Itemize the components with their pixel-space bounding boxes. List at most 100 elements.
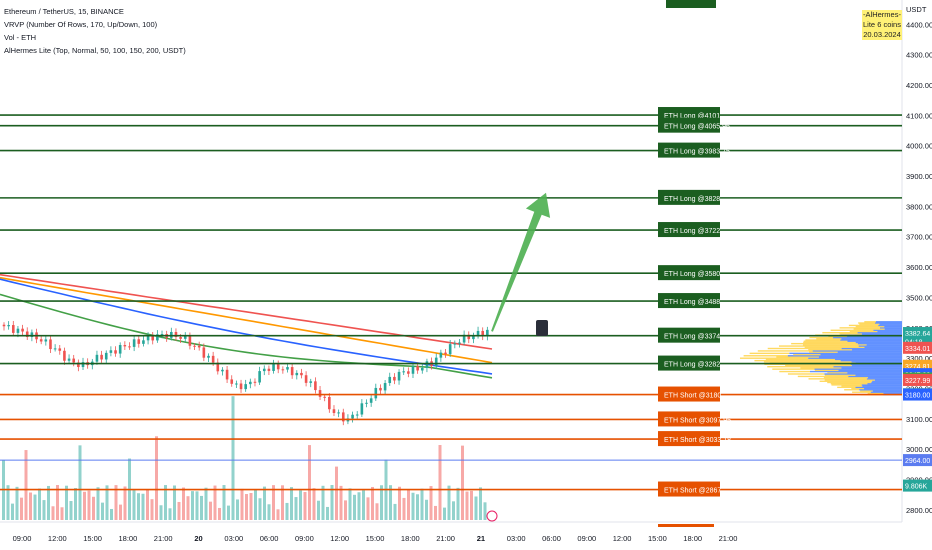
volume-bar — [330, 485, 334, 520]
profile-row-sell — [776, 356, 819, 358]
profile-row-buy — [861, 384, 902, 386]
y-tick-label: 3000.00 — [906, 445, 932, 454]
volume-bar — [407, 489, 410, 520]
candle-body — [444, 352, 447, 355]
volume-bar — [267, 504, 271, 520]
profile-row-buy — [840, 339, 902, 341]
volume-bar — [353, 494, 356, 520]
candle-body — [53, 348, 57, 350]
profile-row-buy — [851, 361, 902, 363]
long-level-label-box — [658, 327, 720, 343]
y-tick-label: 3100.00 — [906, 415, 932, 424]
volume-bar — [393, 503, 397, 520]
candle-body — [151, 335, 155, 341]
volume-bar — [290, 487, 293, 520]
candle-body — [476, 330, 480, 336]
volume-bar — [101, 502, 104, 520]
candle-body — [109, 350, 113, 353]
reference-tag-box — [903, 454, 932, 467]
profile-row-buy — [870, 391, 902, 393]
x-tick-label: 12:00 — [48, 534, 67, 543]
volume-bar — [357, 492, 361, 520]
forecast-arrow — [491, 192, 551, 332]
profile-row-buy — [847, 340, 902, 342]
legend-indicator[interactable]: AlHermes Lite (Top, Normal, 50, 100, 150… — [4, 46, 186, 55]
volume-bar — [335, 466, 338, 520]
legend-vol[interactable]: Vol - ETH — [4, 33, 37, 42]
volume-bar — [416, 494, 419, 520]
long-level-label: ETH Long @4065.96 — [664, 124, 730, 131]
candle-body — [7, 325, 10, 327]
volume-bar — [434, 505, 437, 520]
x-tick-label: 12:00 — [330, 534, 349, 543]
candle-body — [295, 372, 299, 376]
volume-bar — [312, 488, 316, 520]
legend-vrvp[interactable]: VRVP (Number Of Rows, 170, Up/Down, 100) — [4, 20, 158, 29]
candle-body — [365, 402, 368, 404]
candle-body — [379, 387, 382, 391]
volume-bar — [299, 490, 302, 520]
profile-row-buy — [875, 321, 902, 323]
candle-body — [323, 396, 326, 398]
volume-bar — [443, 507, 446, 520]
legend-symbol[interactable]: Ethereum / TetherUS, 15, BINANCE — [4, 7, 124, 16]
sticky-note[interactable]: -AlHermes- Lite 6 coins 20.03.2024 — [862, 10, 902, 40]
volume-bar — [56, 485, 59, 520]
candle-body — [360, 403, 364, 415]
candle-body — [188, 336, 192, 346]
candle-body — [383, 383, 387, 391]
x-tick-label: 18:00 — [683, 534, 702, 543]
profile-row-sell — [858, 322, 875, 324]
volume-bar — [209, 501, 212, 520]
candle-body — [411, 366, 415, 374]
volume-bar — [303, 492, 307, 520]
long-level-label-box — [658, 189, 720, 205]
candle-body — [30, 332, 34, 338]
volume-bar — [425, 499, 428, 520]
volume-bar — [362, 490, 365, 520]
x-tick-label: 21:00 — [436, 534, 455, 543]
profile-row-buy — [808, 357, 902, 359]
volume-bar — [231, 396, 235, 520]
profile-row-buy — [884, 325, 902, 328]
y-tick-label: 3600.00 — [906, 263, 932, 272]
candle-body — [374, 387, 378, 399]
short-level-label-box — [658, 481, 720, 497]
profile-row-buy — [855, 341, 902, 344]
volume-bar — [20, 497, 23, 520]
short-level-label: ETH Short @2867 — [664, 488, 721, 495]
profile-row-buy — [824, 373, 902, 375]
profile-row-buy — [834, 358, 902, 361]
profile-row-buy — [812, 350, 902, 352]
candle-body — [11, 325, 15, 333]
y-tick-label: 4100.00 — [906, 111, 932, 120]
volume-bar — [132, 489, 136, 520]
moving-average-line — [0, 278, 493, 375]
volume-bar — [51, 506, 55, 520]
profile-row-buy — [857, 342, 902, 345]
profile-row-sell — [864, 321, 876, 323]
profile-row-buy — [852, 349, 902, 351]
profile-row-buy — [841, 347, 902, 350]
profile-row-buy — [818, 356, 902, 358]
price-tag-label: 3180.00 — [905, 393, 930, 400]
volume-bar — [447, 485, 451, 520]
candle-body — [249, 381, 252, 385]
profile-row-sell — [802, 344, 867, 346]
profile-row-sell — [743, 355, 788, 357]
volume-bar — [204, 487, 208, 520]
volume-bar — [272, 485, 275, 520]
profile-row-buy — [862, 385, 902, 387]
profile-row-sell — [793, 353, 821, 356]
y-tick-label: 4000.00 — [906, 142, 932, 151]
profile-row-buy — [880, 327, 902, 329]
y-tick-label: 4200.00 — [906, 81, 932, 90]
profile-row-buy — [879, 323, 902, 325]
profile-row-buy — [864, 346, 902, 348]
profile-row-sell — [772, 368, 815, 370]
profile-row-buy — [838, 369, 902, 372]
volume-bar — [258, 498, 262, 520]
long-level-label: ETH Long @4101 — [664, 113, 720, 120]
volume-bar — [150, 499, 154, 520]
